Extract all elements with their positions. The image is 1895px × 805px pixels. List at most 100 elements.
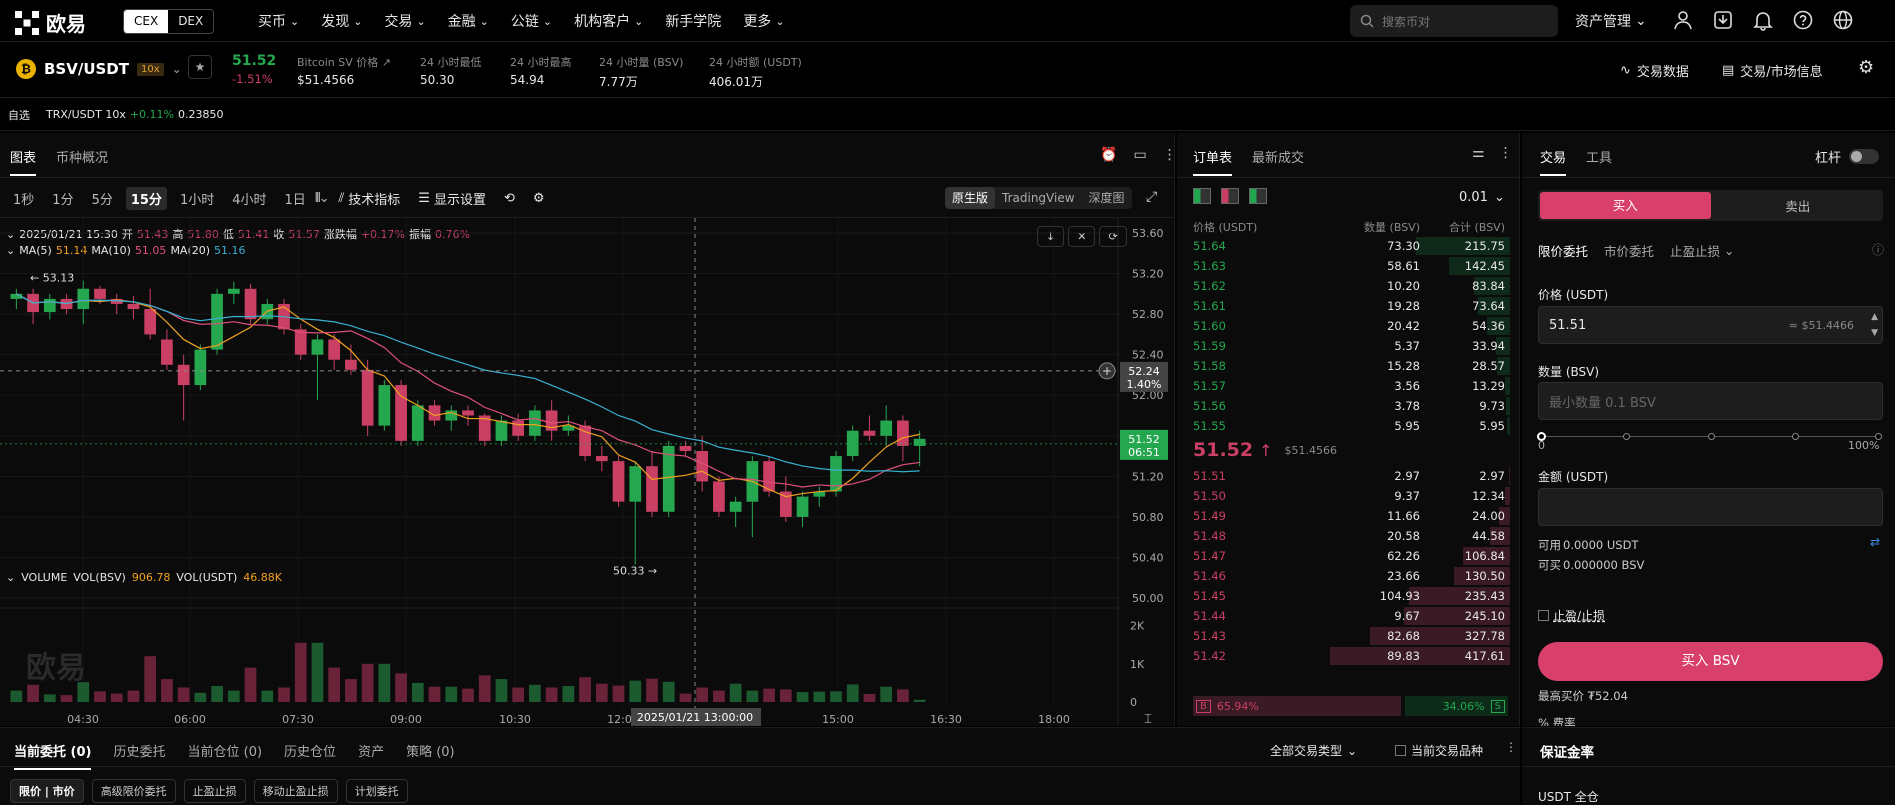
tab-chart[interactable]: 图表: [10, 147, 37, 176]
toggle-switch[interactable]: [1849, 149, 1880, 164]
trade-data-link[interactable]: ∿ 交易数据: [1620, 61, 1689, 80]
ask-row[interactable]: 51.63 58.61 142.45: [1177, 256, 1520, 276]
bid-row[interactable]: 51.51 2.97 2.97: [1177, 466, 1520, 486]
book-asks-icon[interactable]: [1221, 188, 1239, 204]
ask-row[interactable]: 51.56 3.78 9.73: [1177, 396, 1520, 416]
order-subtab[interactable]: 高级限价委托: [91, 779, 176, 803]
help-icon[interactable]: [1792, 9, 1814, 31]
bid-row[interactable]: 51.45 104.93 235.43: [1177, 586, 1520, 606]
ask-row[interactable]: 51.64 73.30 215.75: [1177, 236, 1520, 256]
more-icon[interactable]: ⋮: [1498, 145, 1513, 161]
collapse-icon[interactable]: ⌄: [6, 244, 16, 257]
bid-row[interactable]: 51.49 11.66 24.00: [1177, 506, 1520, 526]
bid-row[interactable]: 51.47 62.26 106.84: [1177, 546, 1520, 566]
layout-icon[interactable]: ▭: [1133, 147, 1147, 163]
interval-option[interactable]: 1日: [284, 193, 306, 208]
orders-tab[interactable]: 当前委托 (0): [14, 741, 92, 770]
tab-trade[interactable]: 交易: [1540, 147, 1567, 176]
trade-type-filter[interactable]: 全部交易类型 ⌄: [1270, 742, 1357, 759]
ask-row[interactable]: 51.55 5.95 5.95: [1177, 416, 1520, 436]
interval-option[interactable]: 1小时: [179, 193, 215, 208]
info-icon[interactable]: ⓘ: [1872, 243, 1885, 257]
sell-tab[interactable]: 卖出: [1785, 199, 1811, 214]
transfer-icon[interactable]: ⇄: [1870, 535, 1881, 549]
index-price[interactable]: Bitcoin SV 价格 ↗ $51.4566: [297, 54, 391, 87]
orders-tab[interactable]: 策略 (0): [406, 745, 455, 760]
search-box[interactable]: 搜索币对: [1350, 5, 1558, 37]
interval-option[interactable]: 1分: [52, 193, 74, 208]
bid-row[interactable]: 51.44 9.67 245.10: [1177, 606, 1520, 626]
market-info-link[interactable]: ▤ 交易/市场信息: [1722, 61, 1823, 80]
candle-type-icon[interactable]: ⫴: [315, 191, 321, 206]
nav-menu-item[interactable]: 交易 ⌄: [384, 11, 425, 31]
mid-price[interactable]: 51.52 ↑ $51.4566: [1193, 439, 1337, 461]
nav-menu-item[interactable]: 机构客户 ⌄: [574, 11, 643, 31]
tab-recent-trades[interactable]: 最新成交: [1252, 151, 1305, 166]
chart-settings-icon[interactable]: ⚙: [532, 191, 545, 206]
nav-menu-item[interactable]: 公链 ⌄: [511, 11, 552, 31]
order-type-tab[interactable]: 止盈止损: [1670, 244, 1721, 259]
interval-option[interactable]: 4小时: [232, 193, 267, 208]
ask-row[interactable]: 51.57 3.56 13.29: [1177, 376, 1520, 396]
ask-row[interactable]: 51.62 10.20 83.84: [1177, 276, 1520, 296]
ask-row[interactable]: 51.59 5.37 33.94: [1177, 336, 1520, 356]
precision-select[interactable]: 0.01 ⌄: [1459, 190, 1505, 205]
user-icon[interactable]: [1672, 9, 1694, 31]
orders-tab[interactable]: 资产: [358, 745, 385, 760]
bell-icon[interactable]: [1752, 9, 1774, 31]
amount-slider[interactable]: [1537, 430, 1882, 444]
orders-tab[interactable]: 当前仓位 (0): [187, 745, 263, 760]
undo-icon[interactable]: ⟲: [503, 191, 515, 206]
amount-input[interactable]: [1538, 488, 1883, 526]
favorites-label[interactable]: 自选: [8, 108, 30, 122]
cex-toggle[interactable]: CEX: [124, 10, 169, 33]
buy-tab[interactable]: 买入: [1540, 192, 1711, 219]
order-type-tab[interactable]: 限价委托: [1538, 244, 1589, 259]
book-both-icon[interactable]: [1193, 188, 1211, 204]
bid-row[interactable]: 51.46 23.66 130.50: [1177, 566, 1520, 586]
fee-link[interactable]: % 费率: [1538, 716, 1576, 726]
order-subtab[interactable]: 止盈止损: [183, 779, 246, 803]
filter-sliders-icon[interactable]: ⚌: [1472, 145, 1485, 161]
tab-tools[interactable]: 工具: [1586, 151, 1613, 166]
download-icon[interactable]: [1712, 9, 1734, 31]
interval-option[interactable]: 15分: [125, 187, 167, 210]
globe-icon[interactable]: [1832, 9, 1854, 31]
dex-toggle[interactable]: DEX: [178, 14, 204, 28]
pair-selector[interactable]: ₿ BSV/USDT 10x ⌄: [16, 59, 182, 79]
settings-gear-icon[interactable]: ⚙: [1858, 57, 1875, 78]
leverage-toggle[interactable]: 杠杆: [1815, 147, 1880, 166]
interval-option[interactable]: 5分: [91, 193, 113, 208]
collapse-icon[interactable]: ⌄: [6, 227, 16, 241]
favorite-item-trx[interactable]: TRX/USDT 10x +0.11% 0.23850: [46, 108, 224, 121]
view-tradingview[interactable]: TradingView: [1002, 191, 1075, 205]
candlestick-chart[interactable]: 53.6053.2052.8052.4052.0051.6051.2050.80…: [0, 218, 1175, 726]
qty-input[interactable]: 最小数量 0.1 BSV: [1538, 382, 1883, 420]
order-subtab[interactable]: 限价 | 市价: [10, 779, 84, 803]
display-settings-button[interactable]: ☰ 显示设置: [418, 189, 486, 208]
buy-bsv-button[interactable]: 买入 BSV: [1538, 642, 1883, 681]
bid-row[interactable]: 51.42 89.83 417.61: [1177, 646, 1520, 666]
order-type-tab[interactable]: 市价委托: [1604, 244, 1655, 259]
ask-row[interactable]: 51.60 20.42 54.36: [1177, 316, 1520, 336]
nav-menu-item[interactable]: 新手学院: [665, 11, 721, 31]
chevron-down-icon[interactable]: ⌄: [318, 191, 330, 206]
stepper-icon[interactable]: ▲ ▼: [1871, 312, 1878, 338]
bid-row[interactable]: 51.43 82.68 327.78: [1177, 626, 1520, 646]
reset-icon[interactable]: ⟳: [1099, 226, 1127, 247]
nav-menu-item[interactable]: 金融 ⌄: [448, 11, 489, 31]
orders-tab[interactable]: 历史委托: [113, 745, 166, 760]
book-bids-icon[interactable]: [1249, 188, 1267, 204]
order-subtab[interactable]: 移动止盈止损: [253, 779, 338, 803]
tab-orderbook[interactable]: 订单表: [1193, 147, 1233, 176]
tab-coin-overview[interactable]: 币种概况: [56, 151, 109, 166]
interval-option[interactable]: 1秒: [13, 193, 35, 208]
nav-menu-item[interactable]: 发现 ⌄: [321, 11, 362, 31]
logo[interactable]: 欧易: [14, 8, 86, 37]
nav-menu-item[interactable]: 买币 ⌄: [258, 11, 299, 31]
favorite-star-icon[interactable]: ★: [188, 55, 212, 79]
view-native[interactable]: 原生版: [945, 187, 996, 209]
assets-menu[interactable]: 资产管理 ⌄: [1575, 0, 1647, 42]
indicators-button[interactable]: ⫽ 技术指标: [338, 189, 400, 208]
bid-row[interactable]: 51.48 20.58 44.58: [1177, 526, 1520, 546]
